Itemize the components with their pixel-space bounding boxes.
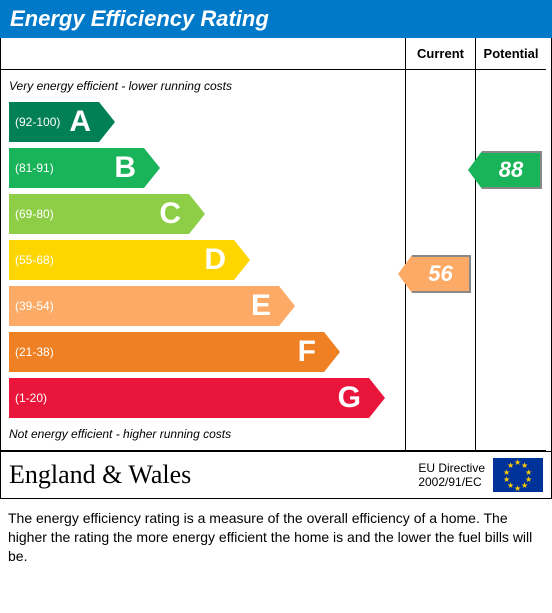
band-letter: B xyxy=(110,151,144,185)
band-letter: A xyxy=(65,105,99,139)
chevron-left-icon xyxy=(398,255,412,293)
band-letter: C xyxy=(155,197,189,231)
band-range: (1-20) xyxy=(9,391,47,405)
chevron-right-icon xyxy=(99,102,115,142)
chevron-left-icon xyxy=(468,151,482,189)
band-row-d: (55-68) D xyxy=(9,240,405,280)
directive-line2: 2002/91/EC xyxy=(418,475,485,489)
chevron-right-icon xyxy=(189,194,205,234)
band-row-a: (92-100) A xyxy=(9,102,405,142)
chart-table: Current Potential Very energy efficient … xyxy=(0,38,552,452)
band-row-b: (81-91) B xyxy=(9,148,405,188)
band-bar-b: (81-91) B xyxy=(9,148,144,188)
band-letter: D xyxy=(200,243,234,277)
band-bar-g: (1-20) G xyxy=(9,378,369,418)
band-range: (55-68) xyxy=(9,253,54,267)
band-range: (81-91) xyxy=(9,161,54,175)
header-potential: Potential xyxy=(476,38,546,70)
note-top: Very energy efficient - lower running co… xyxy=(1,76,405,96)
band-bar-c: (69-80) C xyxy=(9,194,189,234)
current-column: 56 xyxy=(406,70,476,451)
band-bar-d: (55-68) D xyxy=(9,240,234,280)
potential-marker-value: 88 xyxy=(482,151,542,189)
band-row-g: (1-20) G xyxy=(9,378,405,418)
band-row-e: (39-54) E xyxy=(9,286,405,326)
band-letter: E xyxy=(247,289,279,323)
band-range: (92-100) xyxy=(9,115,60,129)
band-bar-f: (21-38) F xyxy=(9,332,324,372)
band-row-c: (69-80) C xyxy=(9,194,405,234)
header-current: Current xyxy=(406,38,476,70)
footer-row: England & Wales EU Directive 2002/91/EC … xyxy=(0,452,552,499)
eu-flag-icon: ★★ ★★ ★★ ★★ ★★ xyxy=(493,458,543,492)
header-empty xyxy=(1,38,406,70)
potential-marker: 88 xyxy=(468,151,542,189)
band-row-f: (21-38) F xyxy=(9,332,405,372)
chevron-right-icon xyxy=(234,240,250,280)
current-marker-value: 56 xyxy=(412,255,471,293)
bars-area: Very energy efficient - lower running co… xyxy=(1,70,406,451)
potential-column: 88 xyxy=(476,70,546,451)
description-text: The energy efficiency rating is a measur… xyxy=(0,499,552,574)
band-range: (21-38) xyxy=(9,345,54,359)
title-bar: Energy Efficiency Rating xyxy=(0,0,552,38)
eu-directive: EU Directive 2002/91/EC xyxy=(418,461,485,490)
current-marker: 56 xyxy=(398,255,471,293)
band-range: (69-80) xyxy=(9,207,54,221)
band-letter: F xyxy=(294,335,324,369)
chevron-right-icon xyxy=(144,148,160,188)
chevron-right-icon xyxy=(279,286,295,326)
bars-container: (92-100) A (81-91) B (69-80) C (55-68) D (39-54)… xyxy=(1,102,405,418)
chevron-right-icon xyxy=(369,378,385,418)
band-letter: G xyxy=(334,381,369,415)
region-label: England & Wales xyxy=(9,460,410,490)
chevron-right-icon xyxy=(324,332,340,372)
band-range: (39-54) xyxy=(9,299,54,313)
title-text: Energy Efficiency Rating xyxy=(10,6,269,31)
band-bar-e: (39-54) E xyxy=(9,286,279,326)
directive-line1: EU Directive xyxy=(418,461,485,475)
note-bottom: Not energy efficient - higher running co… xyxy=(1,424,405,444)
band-bar-a: (92-100) A xyxy=(9,102,99,142)
